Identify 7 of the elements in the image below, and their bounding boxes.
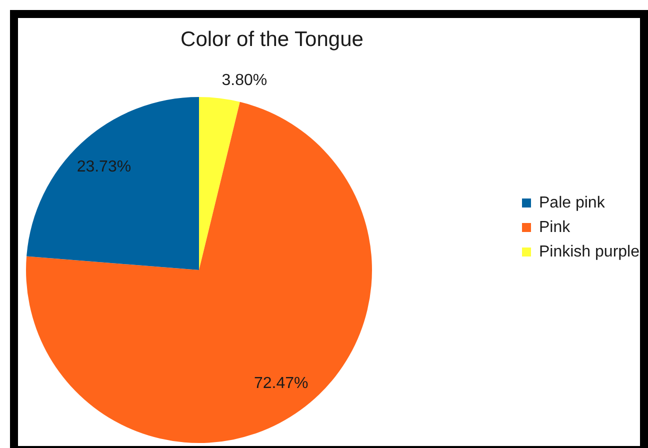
data-label: 72.47% [254,374,308,392]
legend-label: Pale pink [539,194,606,212]
legend-label: Pink [539,218,572,236]
data-label: 3.80% [222,72,268,89]
data-label: 23.73% [76,158,132,176]
chart-title: Color of the Tongue [180,27,364,53]
legend-label: Pinkish purple [539,243,640,260]
